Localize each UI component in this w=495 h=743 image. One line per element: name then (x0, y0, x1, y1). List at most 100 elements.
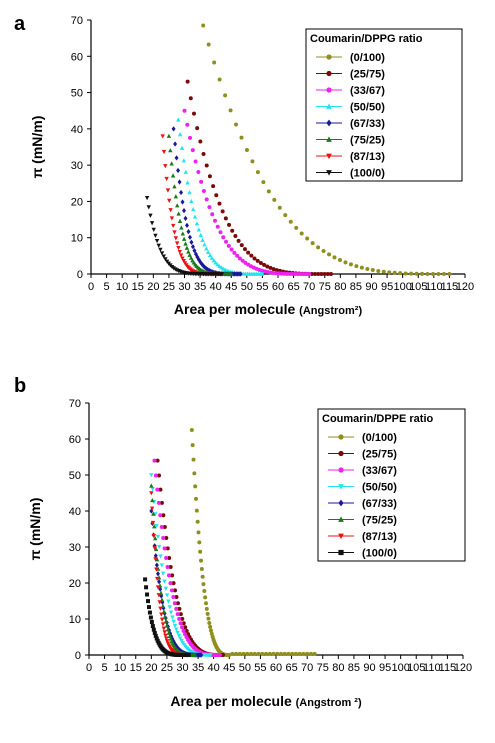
data-point (184, 245, 190, 250)
data-point (185, 79, 190, 84)
data-point (236, 238, 241, 243)
data-point (149, 483, 154, 488)
data-point (203, 601, 208, 606)
data-point (156, 593, 162, 598)
data-point (159, 563, 165, 568)
data-point (173, 194, 179, 199)
data-point (169, 216, 175, 221)
data-point (274, 268, 279, 273)
data-point (208, 628, 213, 633)
data-point (164, 176, 169, 182)
x-tick-label: 0 (88, 281, 94, 293)
data-point (160, 571, 166, 576)
data-point (160, 599, 165, 605)
data-point (173, 141, 178, 147)
data-point (204, 246, 209, 251)
legend-entry: (0/100) (350, 52, 385, 64)
data-point (167, 198, 172, 203)
data-point (169, 588, 174, 593)
x-tick-label: 45 (225, 281, 237, 293)
data-point (431, 271, 436, 276)
x-tick-label: 100 (393, 281, 411, 293)
data-point (343, 260, 348, 265)
data-point (152, 524, 157, 529)
data-point (337, 258, 342, 263)
data-point (165, 188, 171, 193)
data-point (154, 238, 160, 244)
y-tick-label: 50 (71, 88, 83, 100)
data-point (175, 601, 180, 606)
data-point (184, 628, 189, 633)
legend-marker (338, 516, 344, 522)
data-point (150, 497, 155, 503)
data-point (447, 272, 452, 276)
data-point (321, 249, 326, 254)
x-tick-label: 40 (208, 662, 220, 674)
data-point (201, 23, 206, 28)
data-point (154, 523, 159, 529)
data-point (196, 227, 202, 232)
y-tick-label: 50 (69, 470, 81, 482)
data-point (224, 239, 229, 244)
x-tick-label: 40 (210, 281, 222, 293)
data-point (172, 184, 177, 189)
data-point (168, 610, 174, 615)
data-point (176, 167, 181, 174)
data-point (202, 588, 207, 593)
data-point (218, 230, 223, 235)
series-5 (166, 133, 234, 276)
data-point (182, 108, 187, 113)
data-point (145, 592, 150, 597)
data-point (191, 457, 196, 462)
data-point (160, 134, 165, 139)
data-point (234, 651, 239, 656)
data-point (161, 254, 166, 259)
legend-marker (338, 450, 344, 457)
data-point (193, 159, 198, 164)
y-tick-label: 20 (71, 196, 83, 208)
x-tick-label: 80 (334, 281, 346, 293)
x-tick-label: 105 (409, 281, 427, 293)
data-point (171, 595, 176, 600)
data-point (144, 585, 149, 590)
data-point (322, 271, 327, 276)
data-point (189, 198, 194, 204)
data-point (230, 651, 235, 656)
data-point (173, 642, 178, 648)
data-point (155, 458, 160, 463)
data-point (209, 255, 215, 260)
data-point (252, 256, 257, 261)
data-point (158, 513, 163, 518)
data-point (188, 96, 193, 101)
data-point (234, 122, 239, 127)
x-tick-label: 80 (332, 662, 344, 674)
data-point (183, 241, 188, 246)
legend-entry: (25/75) (350, 69, 385, 81)
series-0 (201, 23, 452, 276)
y-axis-label: π (mN/m) (27, 498, 43, 561)
x-tick-label: 90 (363, 662, 375, 674)
legend-entry: (100/0) (350, 168, 385, 180)
data-point (387, 270, 392, 275)
data-point (170, 573, 175, 578)
data-point (217, 201, 222, 206)
data-point (155, 585, 161, 590)
legend-marker (338, 484, 344, 490)
x-tick-label: 120 (456, 281, 474, 293)
data-point (166, 573, 171, 578)
data-point (220, 209, 225, 214)
x-tick-label: 75 (319, 281, 331, 293)
data-point (154, 576, 160, 582)
data-point (180, 625, 185, 630)
data-point (194, 508, 199, 513)
data-point (181, 621, 186, 626)
data-point (293, 271, 298, 276)
x-tick-label: 85 (350, 281, 362, 293)
x-axis-label-unit: (Angstrom ²) (296, 697, 362, 709)
data-point (261, 180, 266, 185)
legend-entry: (100/0) (362, 548, 397, 560)
x-tick-label: 60 (272, 281, 284, 293)
data-point (154, 567, 159, 572)
data-point (189, 239, 194, 245)
